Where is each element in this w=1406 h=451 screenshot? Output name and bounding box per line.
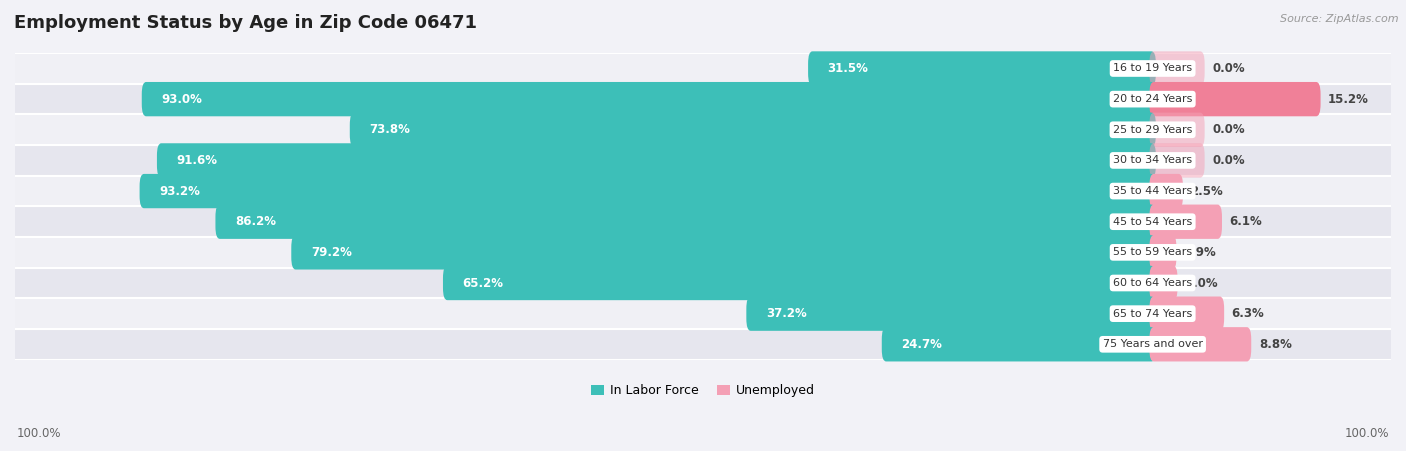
Text: 100.0%: 100.0% (17, 427, 62, 440)
Bar (15, 207, 1391, 237)
Bar (15, 176, 1391, 207)
Text: 35 to 44 Years: 35 to 44 Years (1114, 186, 1192, 196)
Text: 45 to 54 Years: 45 to 54 Years (1114, 217, 1192, 227)
FancyBboxPatch shape (1149, 82, 1320, 116)
Text: 8.8%: 8.8% (1258, 338, 1292, 351)
Text: 93.0%: 93.0% (162, 92, 202, 106)
Text: Employment Status by Age in Zip Code 06471: Employment Status by Age in Zip Code 064… (14, 14, 477, 32)
Text: 0.0%: 0.0% (1212, 154, 1244, 167)
Bar (15, 145, 1391, 176)
Bar (15, 237, 1391, 268)
Text: 86.2%: 86.2% (235, 215, 276, 228)
FancyBboxPatch shape (157, 143, 1156, 178)
FancyBboxPatch shape (139, 174, 1156, 208)
FancyBboxPatch shape (1149, 51, 1205, 86)
Bar (15, 298, 1391, 329)
Bar (15, 268, 1391, 298)
Text: 60 to 64 Years: 60 to 64 Years (1114, 278, 1192, 288)
Text: 6.1%: 6.1% (1230, 215, 1263, 228)
FancyBboxPatch shape (1149, 266, 1178, 300)
FancyBboxPatch shape (443, 266, 1156, 300)
FancyBboxPatch shape (215, 205, 1156, 239)
Text: 100.0%: 100.0% (1344, 427, 1389, 440)
Text: 30 to 34 Years: 30 to 34 Years (1114, 156, 1192, 166)
Legend: In Labor Force, Unemployed: In Labor Force, Unemployed (586, 379, 820, 402)
Text: 0.0%: 0.0% (1212, 62, 1244, 75)
Text: 93.2%: 93.2% (159, 184, 200, 198)
FancyBboxPatch shape (882, 327, 1156, 361)
Text: 25 to 29 Years: 25 to 29 Years (1114, 125, 1192, 135)
Text: 2.0%: 2.0% (1185, 276, 1218, 290)
FancyBboxPatch shape (1149, 113, 1205, 147)
FancyBboxPatch shape (1149, 235, 1177, 270)
Text: 2.5%: 2.5% (1191, 184, 1223, 198)
Bar (15, 53, 1391, 84)
Text: 75 Years and over: 75 Years and over (1102, 339, 1202, 350)
Text: 1.9%: 1.9% (1184, 246, 1216, 259)
FancyBboxPatch shape (1149, 205, 1222, 239)
Text: 20 to 24 Years: 20 to 24 Years (1114, 94, 1192, 104)
Text: 6.3%: 6.3% (1232, 307, 1264, 320)
FancyBboxPatch shape (1149, 174, 1182, 208)
Text: 31.5%: 31.5% (828, 62, 869, 75)
Text: 0.0%: 0.0% (1212, 123, 1244, 136)
Bar (15, 115, 1391, 145)
FancyBboxPatch shape (747, 296, 1156, 331)
FancyBboxPatch shape (1149, 327, 1251, 361)
FancyBboxPatch shape (808, 51, 1156, 86)
Text: 37.2%: 37.2% (766, 307, 807, 320)
FancyBboxPatch shape (1149, 296, 1225, 331)
FancyBboxPatch shape (350, 113, 1156, 147)
Text: 65 to 74 Years: 65 to 74 Years (1114, 308, 1192, 319)
FancyBboxPatch shape (291, 235, 1156, 270)
FancyBboxPatch shape (1149, 143, 1205, 178)
Bar (15, 329, 1391, 359)
Bar (15, 84, 1391, 115)
Text: 16 to 19 Years: 16 to 19 Years (1114, 64, 1192, 74)
FancyBboxPatch shape (142, 82, 1156, 116)
Text: 55 to 59 Years: 55 to 59 Years (1114, 247, 1192, 258)
Text: 91.6%: 91.6% (176, 154, 218, 167)
Text: 73.8%: 73.8% (370, 123, 411, 136)
Text: 24.7%: 24.7% (901, 338, 942, 351)
Text: Source: ZipAtlas.com: Source: ZipAtlas.com (1281, 14, 1399, 23)
Text: 65.2%: 65.2% (463, 276, 503, 290)
Text: 15.2%: 15.2% (1329, 92, 1369, 106)
Text: 79.2%: 79.2% (311, 246, 352, 259)
